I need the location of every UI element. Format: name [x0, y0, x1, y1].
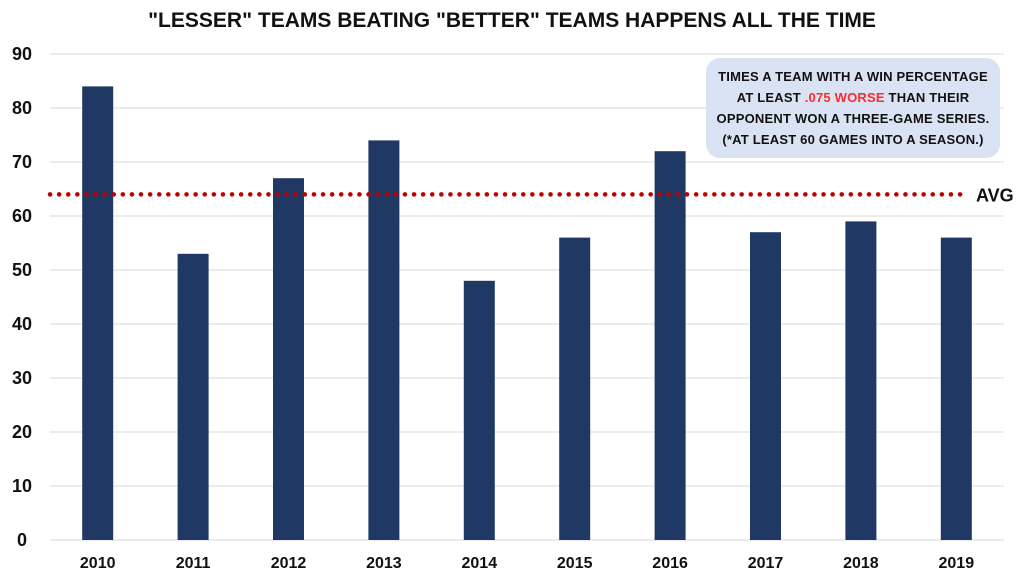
y-tick-label: 30 — [12, 368, 32, 388]
average-label: AVG — [976, 185, 1014, 205]
bar — [559, 237, 591, 540]
x-axis-ticks: 2010 2011 2012 2013 2014 2015 2016 2017 2018 2019 — [80, 555, 974, 572]
x-tick-label: 2011 — [176, 555, 211, 572]
bar — [82, 86, 114, 541]
y-tick-label: 40 — [12, 314, 32, 334]
y-tick-label: 20 — [12, 422, 32, 442]
annotation-line-2-post: THAN THEIR — [884, 90, 970, 105]
average-line-group: AVG — [47, 185, 1014, 205]
x-tick-label: 2019 — [939, 555, 975, 572]
y-tick-label: 50 — [12, 260, 32, 280]
y-tick-label: 70 — [12, 152, 32, 172]
annotation-line-2-pre: AT LEAST — [736, 90, 805, 105]
chart-title: "LESSER" TEAMS BEATING "BETTER" TEAMS HA… — [148, 9, 876, 32]
gridlines — [50, 53, 1004, 541]
bar — [845, 221, 877, 540]
y-tick-label: 0 — [17, 530, 27, 550]
y-tick-label: 60 — [12, 206, 32, 226]
bar — [940, 237, 972, 540]
bar — [654, 151, 686, 540]
x-tick-label: 2015 — [557, 555, 593, 572]
y-tick-label: 90 — [12, 44, 32, 64]
x-tick-label: 2013 — [366, 555, 402, 572]
y-axis-ticks: 0 10 20 30 40 50 60 70 80 90 — [12, 44, 32, 550]
bar — [368, 140, 400, 540]
bar — [273, 178, 304, 540]
bars — [82, 86, 972, 541]
bar — [750, 232, 781, 540]
y-tick-label: 10 — [12, 476, 32, 496]
annotation-line-2: AT LEAST .075 WORSE THAN THEIR — [716, 87, 990, 108]
y-tick-label: 80 — [12, 98, 32, 118]
annotation-line-4: (*AT LEAST 60 GAMES INTO A SEASON.) — [722, 132, 984, 147]
x-tick-label: 2014 — [462, 555, 498, 572]
annotation-highlight: .075 WORSE — [804, 90, 885, 105]
x-tick-label: 2017 — [748, 555, 784, 572]
x-tick-label: 2018 — [843, 555, 879, 572]
x-tick-label: 2010 — [80, 555, 116, 572]
bar — [177, 253, 209, 541]
bar — [463, 280, 495, 540]
annotation-line-3: OPPONENT WON A THREE-GAME SERIES. — [716, 111, 990, 126]
annotation-line-1: TIMES A TEAM WITH A WIN PERCENTAGE — [718, 69, 988, 84]
x-tick-label: 2012 — [271, 555, 307, 572]
x-tick-label: 2016 — [652, 555, 688, 572]
annotation-box: TIMES A TEAM WITH A WIN PERCENTAGE AT LE… — [706, 58, 1000, 158]
